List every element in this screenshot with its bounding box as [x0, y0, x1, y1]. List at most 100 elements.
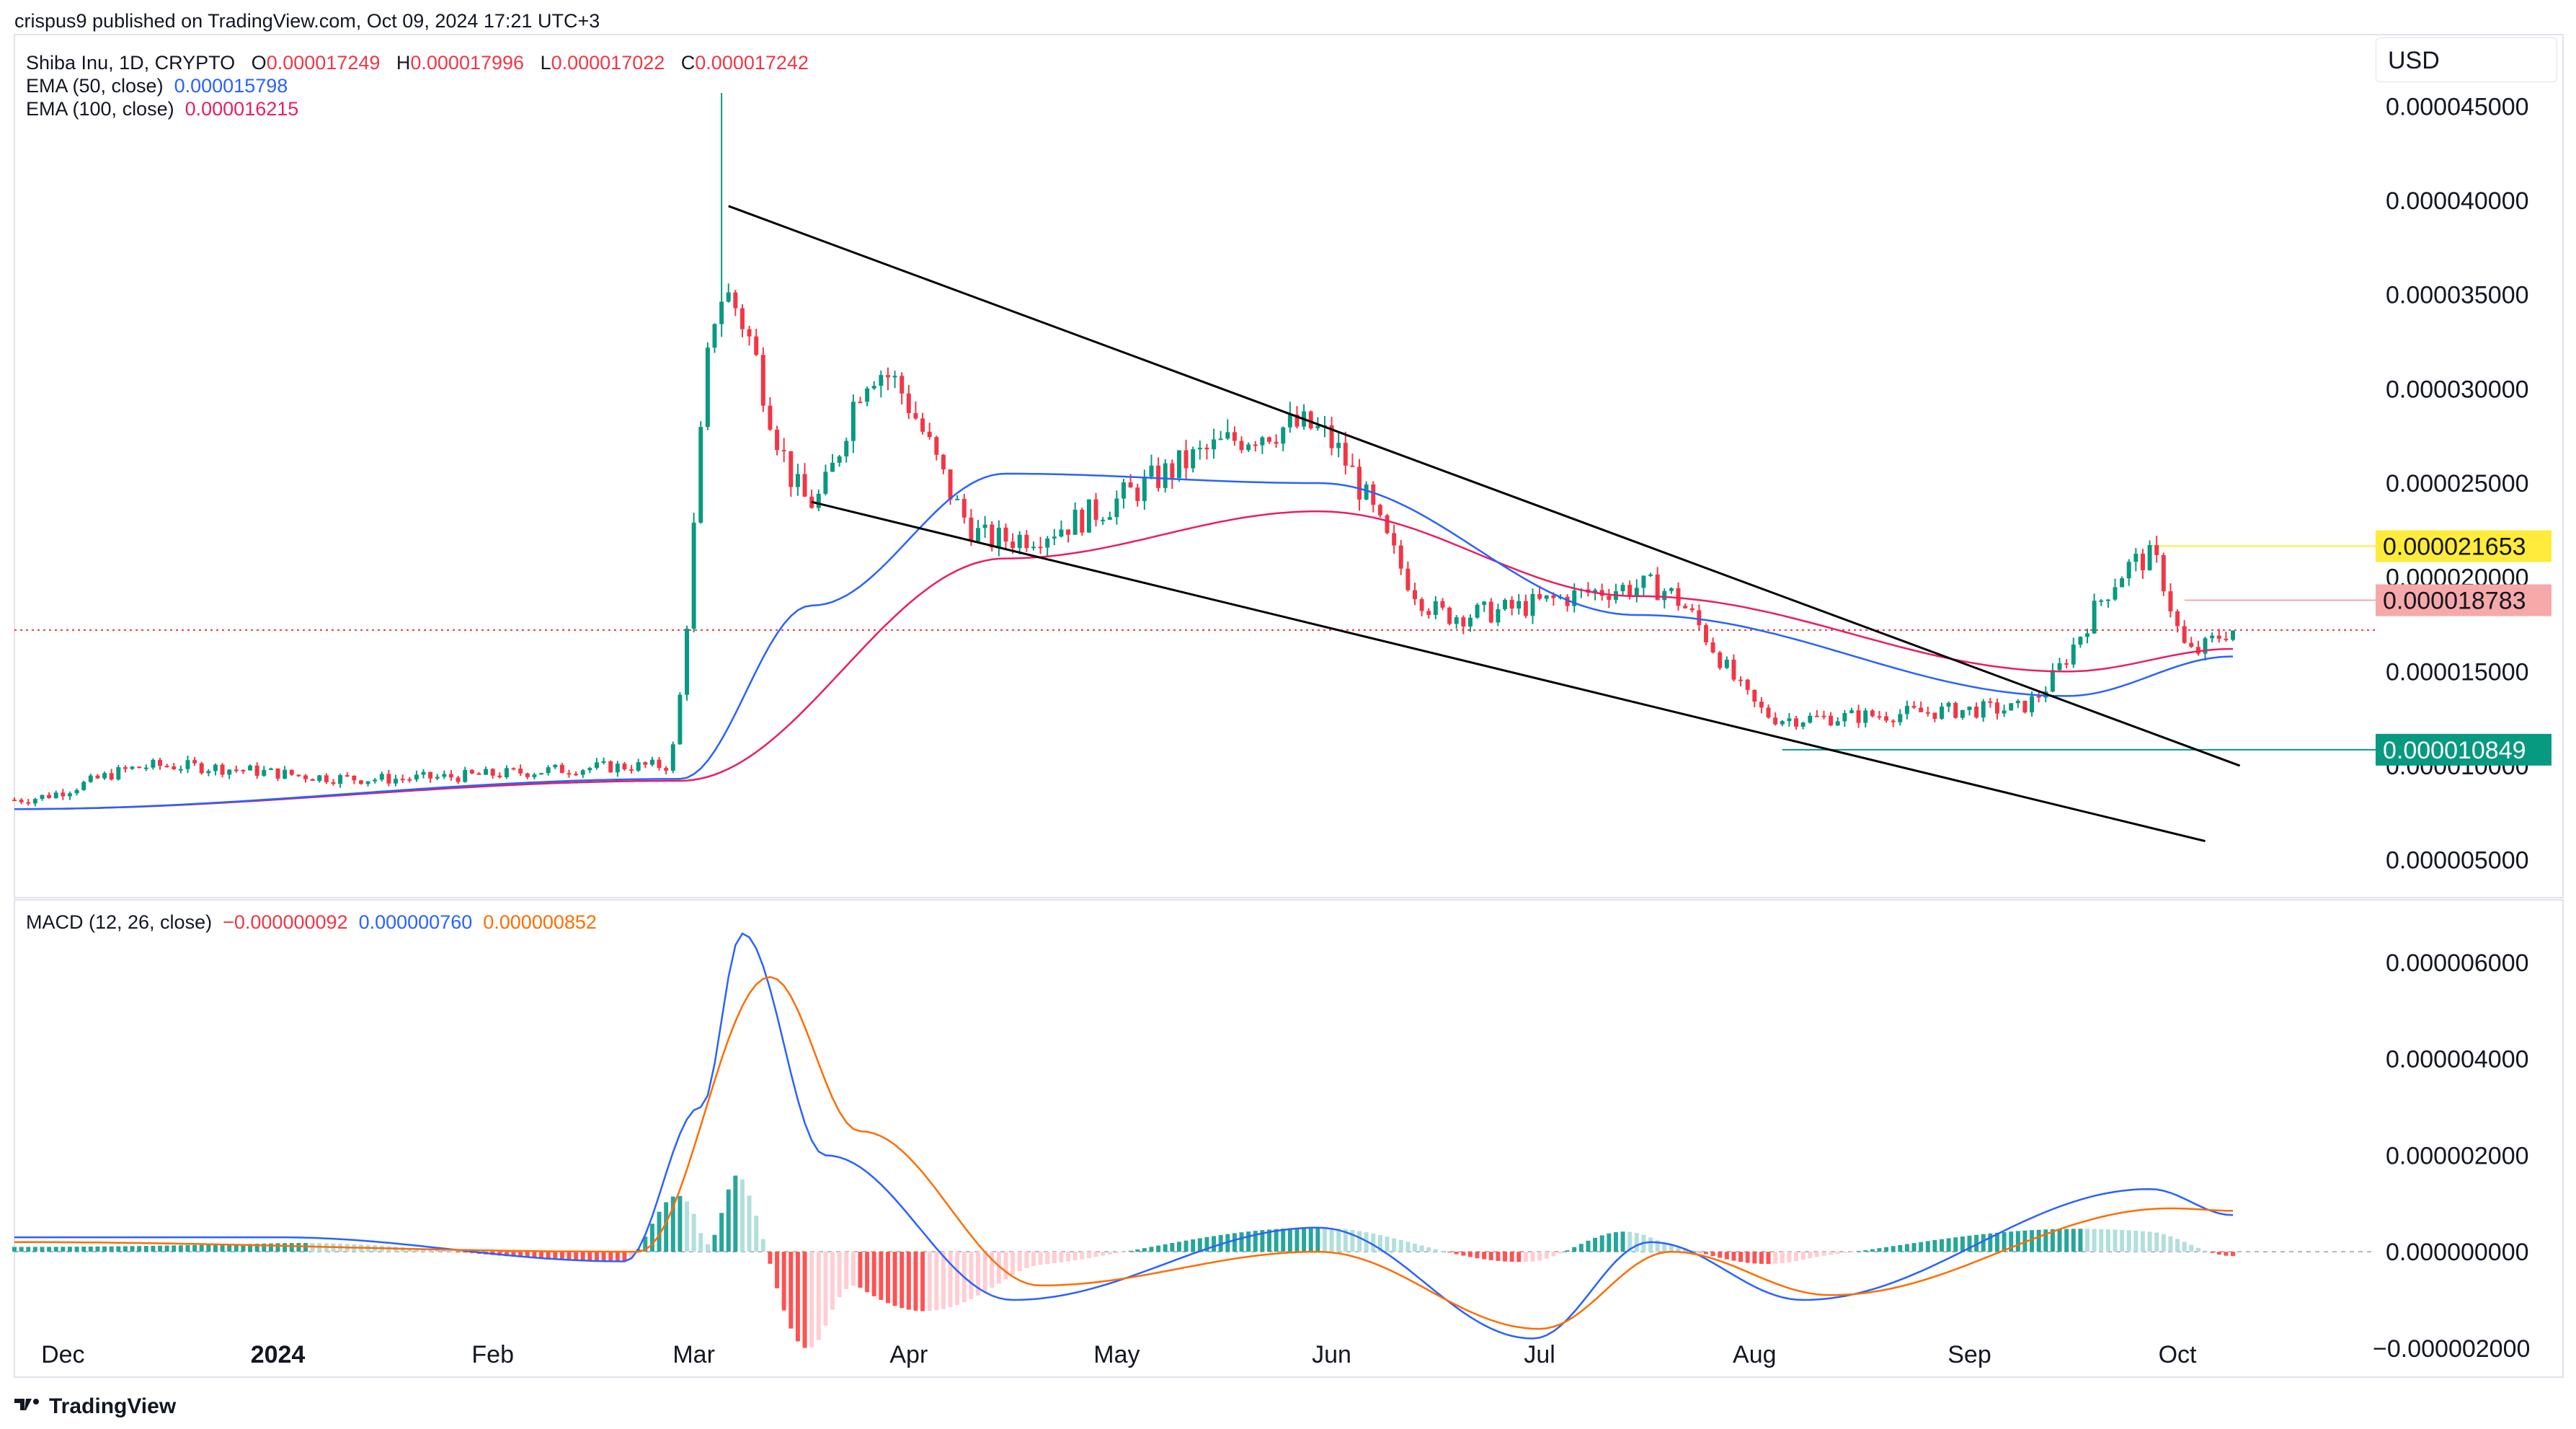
- candle-body: [850, 402, 856, 441]
- macd-histogram-bar: [1371, 1233, 1376, 1252]
- candle-body: [1710, 642, 1715, 652]
- macd-histogram-bar: [705, 1244, 710, 1252]
- time-axis-tick-label: Apr: [889, 1341, 928, 1368]
- candle-body: [1031, 547, 1036, 549]
- candle-body: [1329, 425, 1334, 448]
- macd-histogram-bar: [1135, 1249, 1140, 1252]
- candle-body: [2057, 663, 2062, 671]
- candle-body: [1101, 519, 1106, 521]
- macd-histogram-bar: [1800, 1252, 1806, 1260]
- candle-body: [331, 782, 336, 784]
- level-tag-label: 0.000010849: [2383, 737, 2526, 764]
- candle-body: [1724, 659, 1729, 668]
- candle-body: [476, 773, 481, 775]
- macd-histogram-bar: [442, 1250, 447, 1252]
- macd-histogram-bar: [1426, 1247, 1431, 1252]
- candle-body: [407, 779, 412, 781]
- candle-body: [795, 474, 800, 487]
- macd-histogram-bar: [1856, 1251, 1861, 1252]
- macd-histogram-bar: [2210, 1252, 2215, 1253]
- candle-body: [95, 775, 100, 779]
- currency-selector[interactable]: USD: [2376, 37, 2557, 82]
- candle-body: [1488, 601, 1493, 623]
- macd-histogram-bar: [1496, 1252, 1501, 1261]
- candle-body: [1808, 715, 1813, 723]
- candle-body: [2195, 647, 2200, 654]
- candle-body: [1114, 498, 1119, 518]
- macd-histogram-bar: [275, 1243, 280, 1252]
- candle-body: [1496, 609, 1501, 623]
- candle-body: [213, 764, 218, 771]
- candle-body: [1267, 437, 1271, 442]
- macd-histogram-bar: [2120, 1229, 2125, 1252]
- macd-histogram-bar: [435, 1249, 440, 1252]
- candle-body: [539, 773, 544, 775]
- high-value: 0.000017996: [410, 52, 525, 74]
- candle-body: [1911, 706, 1917, 708]
- macd-histogram-bar: [885, 1252, 890, 1304]
- candle-body: [622, 764, 627, 770]
- macd-histogram-bar: [1176, 1242, 1181, 1252]
- macd-histogram-bar: [2154, 1232, 2159, 1252]
- macd-histogram-bar: [955, 1252, 960, 1305]
- candle-body: [2147, 545, 2152, 570]
- macd-pane-frame: [14, 899, 2564, 1378]
- macd-legend: MACD (12, 26, close) −0.000000092 0.0000…: [26, 911, 597, 934]
- ema50-label: EMA (50, close): [26, 75, 164, 97]
- open-value: 0.000017249: [266, 52, 381, 74]
- candle-body: [1821, 715, 1826, 717]
- candle-body: [1752, 689, 1757, 702]
- candle-body: [1967, 707, 1972, 710]
- macd-histogram-bar: [1808, 1252, 1813, 1259]
- macd-histogram-bar: [934, 1252, 939, 1311]
- macd-histogram-bar: [1398, 1239, 1403, 1252]
- macd-histogram-bar: [262, 1243, 267, 1252]
- macd-histogram-bar: [2043, 1229, 2048, 1252]
- candle-body: [2161, 554, 2166, 592]
- candle-body: [913, 413, 918, 419]
- level-tag: [2376, 584, 2551, 616]
- macd-histogram-bar: [1253, 1231, 1258, 1252]
- macd-histogram-bar: [1267, 1229, 1271, 1252]
- candle-body: [2133, 553, 2138, 562]
- macd-histogram-bar: [1294, 1228, 1300, 1252]
- macd-histogram-bar: [768, 1252, 773, 1264]
- macd-histogram-bar: [1281, 1229, 1286, 1252]
- candle-body: [358, 780, 363, 784]
- candle-body: [1225, 432, 1230, 439]
- candle-body: [1232, 432, 1237, 441]
- candle-body: [484, 769, 489, 775]
- candle-body: [262, 769, 267, 776]
- candle-body: [109, 773, 114, 780]
- candle-body: [2036, 696, 2041, 698]
- candle-body: [1731, 659, 1736, 680]
- candle-body: [81, 782, 86, 790]
- candle-body: [1849, 710, 1854, 714]
- macd-histogram-bar: [1260, 1230, 1265, 1252]
- macd-histogram-bar: [248, 1244, 253, 1252]
- level-tag-label: 0.000021653: [2383, 533, 2526, 560]
- candle-body: [948, 469, 953, 500]
- candle-body: [1246, 444, 1251, 451]
- candle-body: [296, 774, 301, 777]
- candle-body: [1634, 588, 1639, 596]
- macd-histogram-bar: [2071, 1229, 2076, 1252]
- candle-body: [1829, 715, 1834, 726]
- macd-histogram-bar: [1669, 1244, 1674, 1252]
- macd-histogram-bar: [1745, 1252, 1750, 1263]
- candle-body: [1017, 534, 1022, 549]
- macd-histogram-bar: [844, 1252, 849, 1289]
- macd-histogram-bar: [2009, 1231, 2014, 1252]
- candle-body: [885, 375, 890, 378]
- time-axis-tick-label: Dec: [41, 1341, 84, 1368]
- candle-body: [664, 768, 669, 771]
- macd-histogram-bar: [2203, 1250, 2208, 1252]
- macd-histogram-bar: [740, 1179, 745, 1252]
- candle-body: [1787, 718, 1792, 722]
- candle-body: [1773, 717, 1778, 725]
- macd-histogram-bar: [1038, 1252, 1043, 1265]
- macd-histogram-bar: [1163, 1244, 1168, 1252]
- candle-body: [518, 769, 523, 774]
- candle-body: [317, 775, 322, 782]
